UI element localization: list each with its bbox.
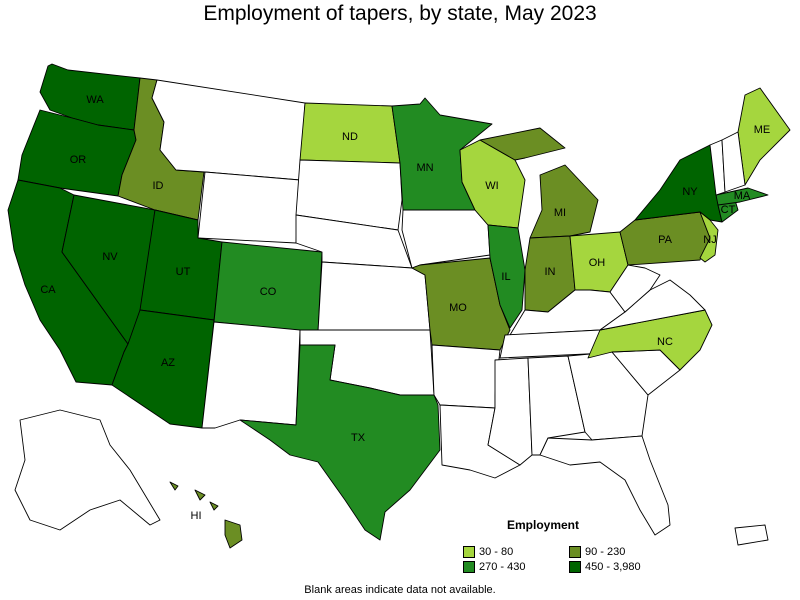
state-label-hi: HI [191,510,202,522]
state-label-in: IN [545,266,556,278]
state-label-mo: MO [449,302,467,314]
state-ks [317,261,431,333]
legend-label-4: 450 - 3,980 [585,561,641,573]
map-title: Employment of tapers, by state, May 2023 [203,2,597,25]
state-il [487,224,526,329]
legend-item-4: 450 - 3,980 [569,561,669,573]
footnote: Blank areas indicate data not available. [304,584,496,596]
state-hi [169,481,243,549]
state-label-nv: NV [102,251,118,263]
legend-title: Employment [506,518,579,532]
state-nj [699,211,719,263]
state-label-mn: MN [416,162,433,174]
state-ar [431,344,501,409]
state-ms [487,357,533,466]
state-label-ut: UT [176,266,191,278]
state-label-ct: CT [721,204,736,216]
legend-item-1: 30 - 80 [463,546,569,558]
legend: Employment 30 - 80 90 - 230 270 - 430 45… [463,518,663,573]
state-label-nc: NC [657,336,673,348]
legend-swatch-4 [569,561,581,573]
state-label-ca: CA [40,284,56,296]
state-label-tx: TX [351,432,366,444]
legend-swatch-1 [463,546,475,558]
state-label-co: CO [260,286,277,298]
state-label-pa: PA [658,234,673,246]
state-label-mi: MI [554,207,566,219]
state-sd [295,159,403,231]
state-pr [734,524,769,546]
state-label-ma: MA [734,190,751,202]
state-label-wa: WA [86,94,104,106]
state-me [737,87,791,186]
state-label-me: ME [754,124,771,136]
legend-item-2: 90 - 230 [569,546,669,558]
legend-swatch-3 [463,561,475,573]
state-label-il: IL [501,271,510,283]
legend-label-3: 270 - 430 [479,561,526,573]
state-label-oh: OH [589,257,606,269]
state-ma [715,187,769,206]
state-wy [197,171,301,244]
legend-item-3: 270 - 430 [463,561,569,573]
state-mi [479,127,599,239]
state-label-nd: ND [342,131,358,143]
legend-swatch-2 [569,546,581,558]
legend-label-2: 90 - 230 [585,546,626,558]
state-nc [587,309,713,371]
state-tx [239,344,441,541]
state-label-nj: NJ [703,234,716,246]
state-ak [14,409,161,531]
state-label-az: AZ [161,357,175,369]
state-label-id: ID [153,180,164,192]
state-label-or: OR [70,154,87,166]
state-ny [634,144,723,223]
legend-label-1: 30 - 80 [479,546,514,558]
state-label-wi: WI [485,180,498,192]
state-nm [201,321,301,429]
state-mt [151,79,306,181]
state-label-ny: NY [682,186,698,198]
state-fl [539,435,671,536]
state-nh [721,131,746,193]
